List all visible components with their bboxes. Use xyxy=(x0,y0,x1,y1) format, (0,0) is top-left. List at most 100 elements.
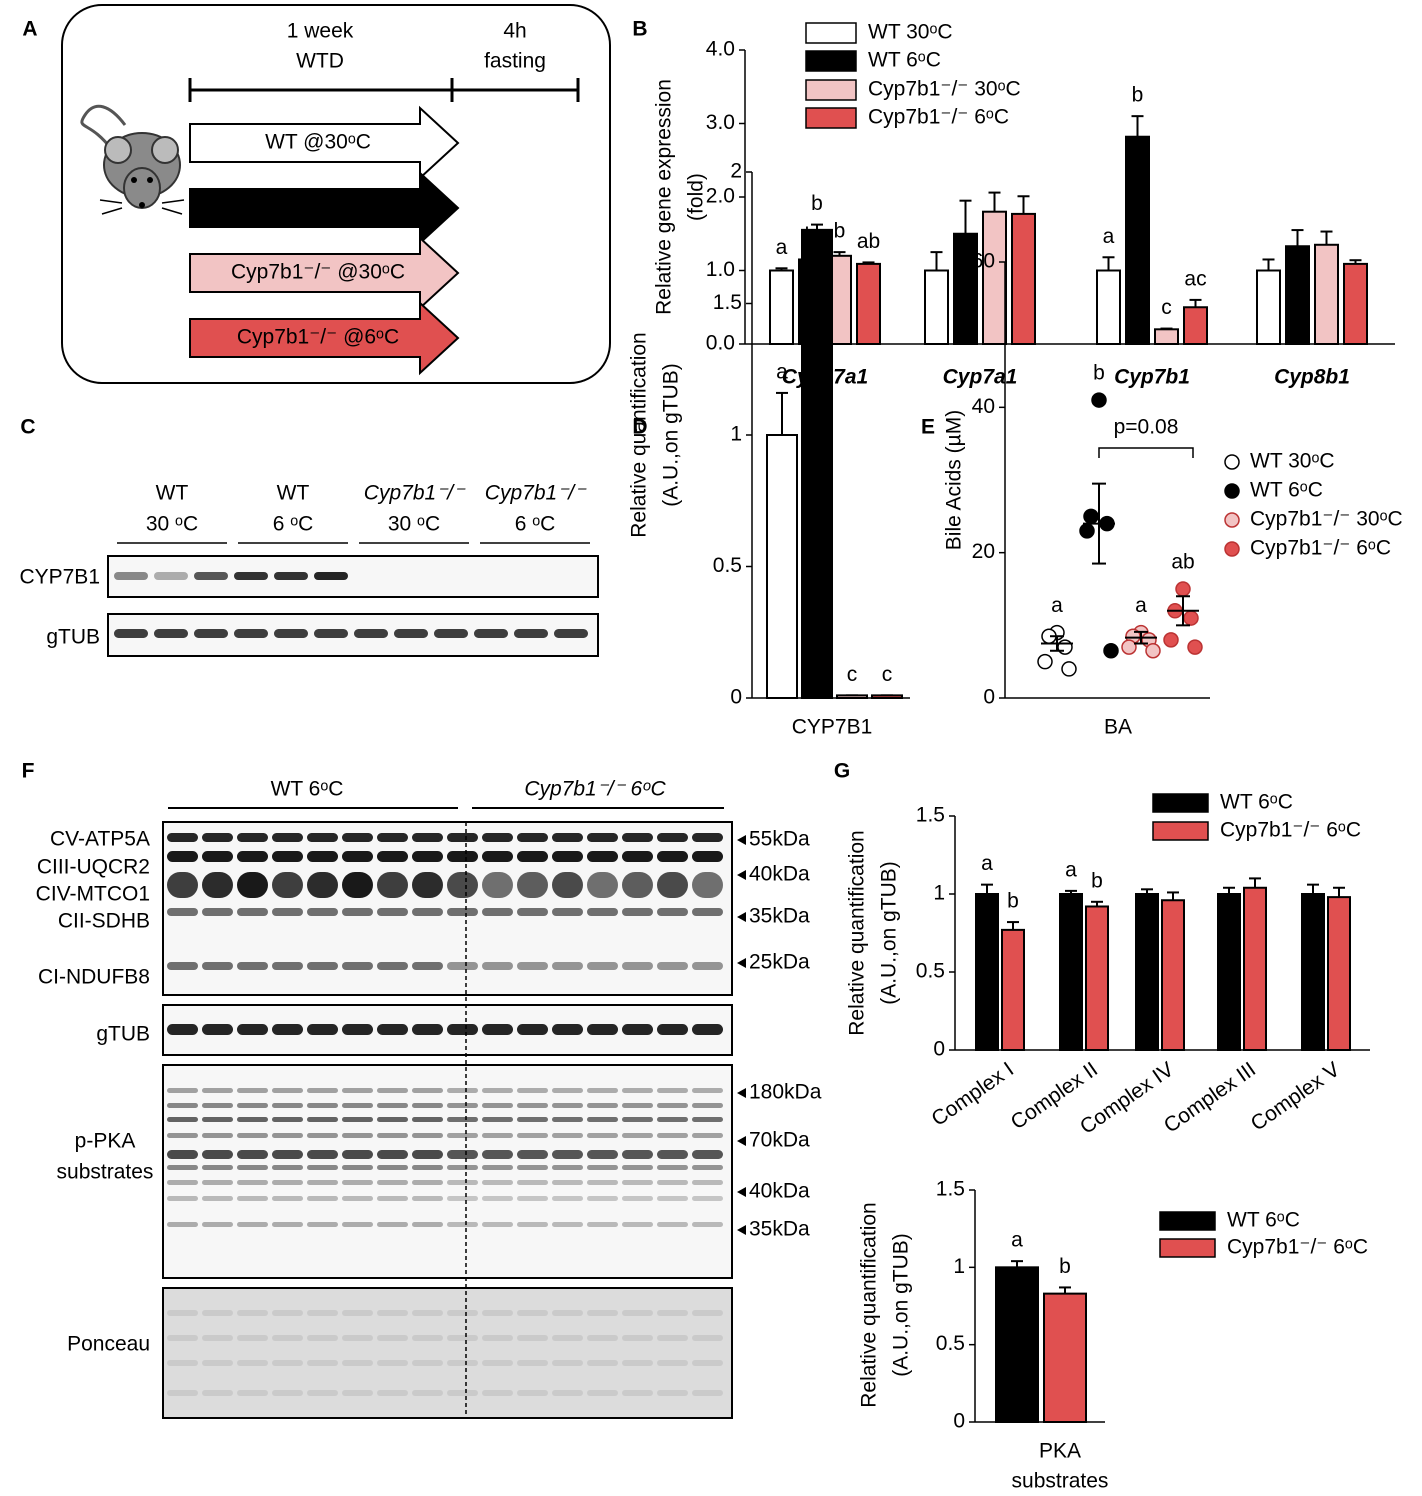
size-marker: 180kDa xyxy=(749,1081,822,1104)
data-point xyxy=(1061,661,1077,677)
bar xyxy=(1243,886,1267,1052)
data-point xyxy=(1103,643,1119,659)
blot-band xyxy=(412,1196,443,1201)
blot-band xyxy=(272,1150,303,1159)
legend-swatch xyxy=(805,22,857,44)
blot-band xyxy=(517,1390,548,1396)
blot-band xyxy=(167,1117,198,1122)
blot-band xyxy=(552,1103,583,1108)
blot-band xyxy=(692,1165,723,1170)
data-point xyxy=(1145,643,1161,659)
blot-frame xyxy=(162,1287,733,1419)
x-tick-label: Complex V xyxy=(1247,1058,1344,1136)
marker-arrow xyxy=(737,835,746,845)
blot-band xyxy=(622,1222,653,1227)
blot-band xyxy=(412,1335,443,1341)
blot-band xyxy=(377,1103,408,1108)
blot-band xyxy=(342,1117,373,1122)
blot-band xyxy=(314,629,348,638)
significance-letter: b xyxy=(1007,890,1019,913)
y-axis-label: Bile Acids (µM) xyxy=(943,410,966,550)
blot-band xyxy=(272,1180,303,1185)
blot-band xyxy=(552,1024,583,1035)
blot-band xyxy=(517,1024,548,1035)
significance-letter: a xyxy=(1011,1229,1023,1252)
blot-band xyxy=(307,1133,338,1138)
comparison-bracket xyxy=(1098,447,1194,458)
blot-band xyxy=(412,1024,443,1035)
legend-swatch xyxy=(1224,483,1240,499)
blot-band xyxy=(202,1196,233,1201)
significance-letter: c xyxy=(1161,296,1172,319)
blot-band xyxy=(587,1196,618,1201)
significance-letter: b xyxy=(811,192,823,215)
blot-band xyxy=(342,1180,373,1185)
panel-letter: A xyxy=(22,18,37,41)
blot-band xyxy=(587,1133,618,1138)
blot-band xyxy=(692,1196,723,1201)
blot-band xyxy=(237,1133,268,1138)
blot-band xyxy=(272,1117,303,1122)
blot-band xyxy=(167,1150,198,1159)
blot-band xyxy=(552,1222,583,1227)
blot-band xyxy=(657,1088,688,1093)
y-axis-label: Relative quantification xyxy=(628,332,651,537)
blot-band xyxy=(272,1165,303,1170)
significance-letter: c xyxy=(847,663,858,686)
blot-row-label: CI-NDUFB8 xyxy=(38,966,150,989)
marker-arrow xyxy=(737,870,746,880)
legend-label: Cyp7b1⁻/⁻ 30ᵒC xyxy=(868,78,1021,101)
blot-band xyxy=(622,851,653,862)
y-tick-label: 1 xyxy=(953,1255,965,1278)
bar xyxy=(1183,306,1208,345)
blot-band xyxy=(447,1390,478,1396)
timeline-label: 1 week xyxy=(287,20,354,43)
bar xyxy=(1043,1292,1087,1424)
blot-band xyxy=(377,1310,408,1316)
blot-band xyxy=(552,833,583,842)
blot-band xyxy=(377,1360,408,1366)
blot-band xyxy=(202,833,233,842)
blot-band xyxy=(307,1180,338,1185)
bar xyxy=(1125,135,1150,345)
y-tick-label: 3.0 xyxy=(706,111,735,134)
blot-band xyxy=(307,1150,338,1159)
data-point xyxy=(1037,653,1053,670)
size-marker: 35kDa xyxy=(749,905,810,928)
blot-band xyxy=(412,1180,443,1185)
blot-band xyxy=(154,572,188,580)
y-tick-label: 1.5 xyxy=(916,804,945,827)
blot-band xyxy=(412,1222,443,1227)
blot-band xyxy=(517,1222,548,1227)
blot-band xyxy=(552,962,583,970)
blot-band xyxy=(377,1390,408,1396)
blot-band xyxy=(272,851,303,862)
blot-band xyxy=(657,1024,688,1035)
significance-letter: b xyxy=(1059,1255,1071,1278)
blot-band xyxy=(272,1196,303,1201)
blot-band xyxy=(587,1024,618,1035)
significance-letter: ab xyxy=(857,230,880,253)
blot-band xyxy=(412,833,443,842)
bar xyxy=(1161,899,1185,1051)
blot-band xyxy=(342,833,373,842)
x-tick-label: PKA xyxy=(1039,1440,1081,1463)
blot-band xyxy=(587,1165,618,1170)
blot-band xyxy=(342,962,373,970)
data-point xyxy=(1187,639,1203,655)
bar xyxy=(836,694,868,699)
bar xyxy=(1154,328,1179,345)
blot-band xyxy=(657,1390,688,1396)
blot-band xyxy=(237,1222,268,1227)
blot-band xyxy=(202,1390,233,1396)
panel-letter: C xyxy=(20,416,35,439)
blot-band xyxy=(622,1165,653,1170)
blot-band xyxy=(482,962,513,970)
y-tick-label: 4.0 xyxy=(706,38,735,61)
blot-band xyxy=(377,1133,408,1138)
x-tick-label: Complex I xyxy=(927,1058,1018,1131)
blot-band xyxy=(517,1180,548,1185)
blot-column-label: WT xyxy=(156,482,189,505)
blot-band xyxy=(307,1103,338,1108)
